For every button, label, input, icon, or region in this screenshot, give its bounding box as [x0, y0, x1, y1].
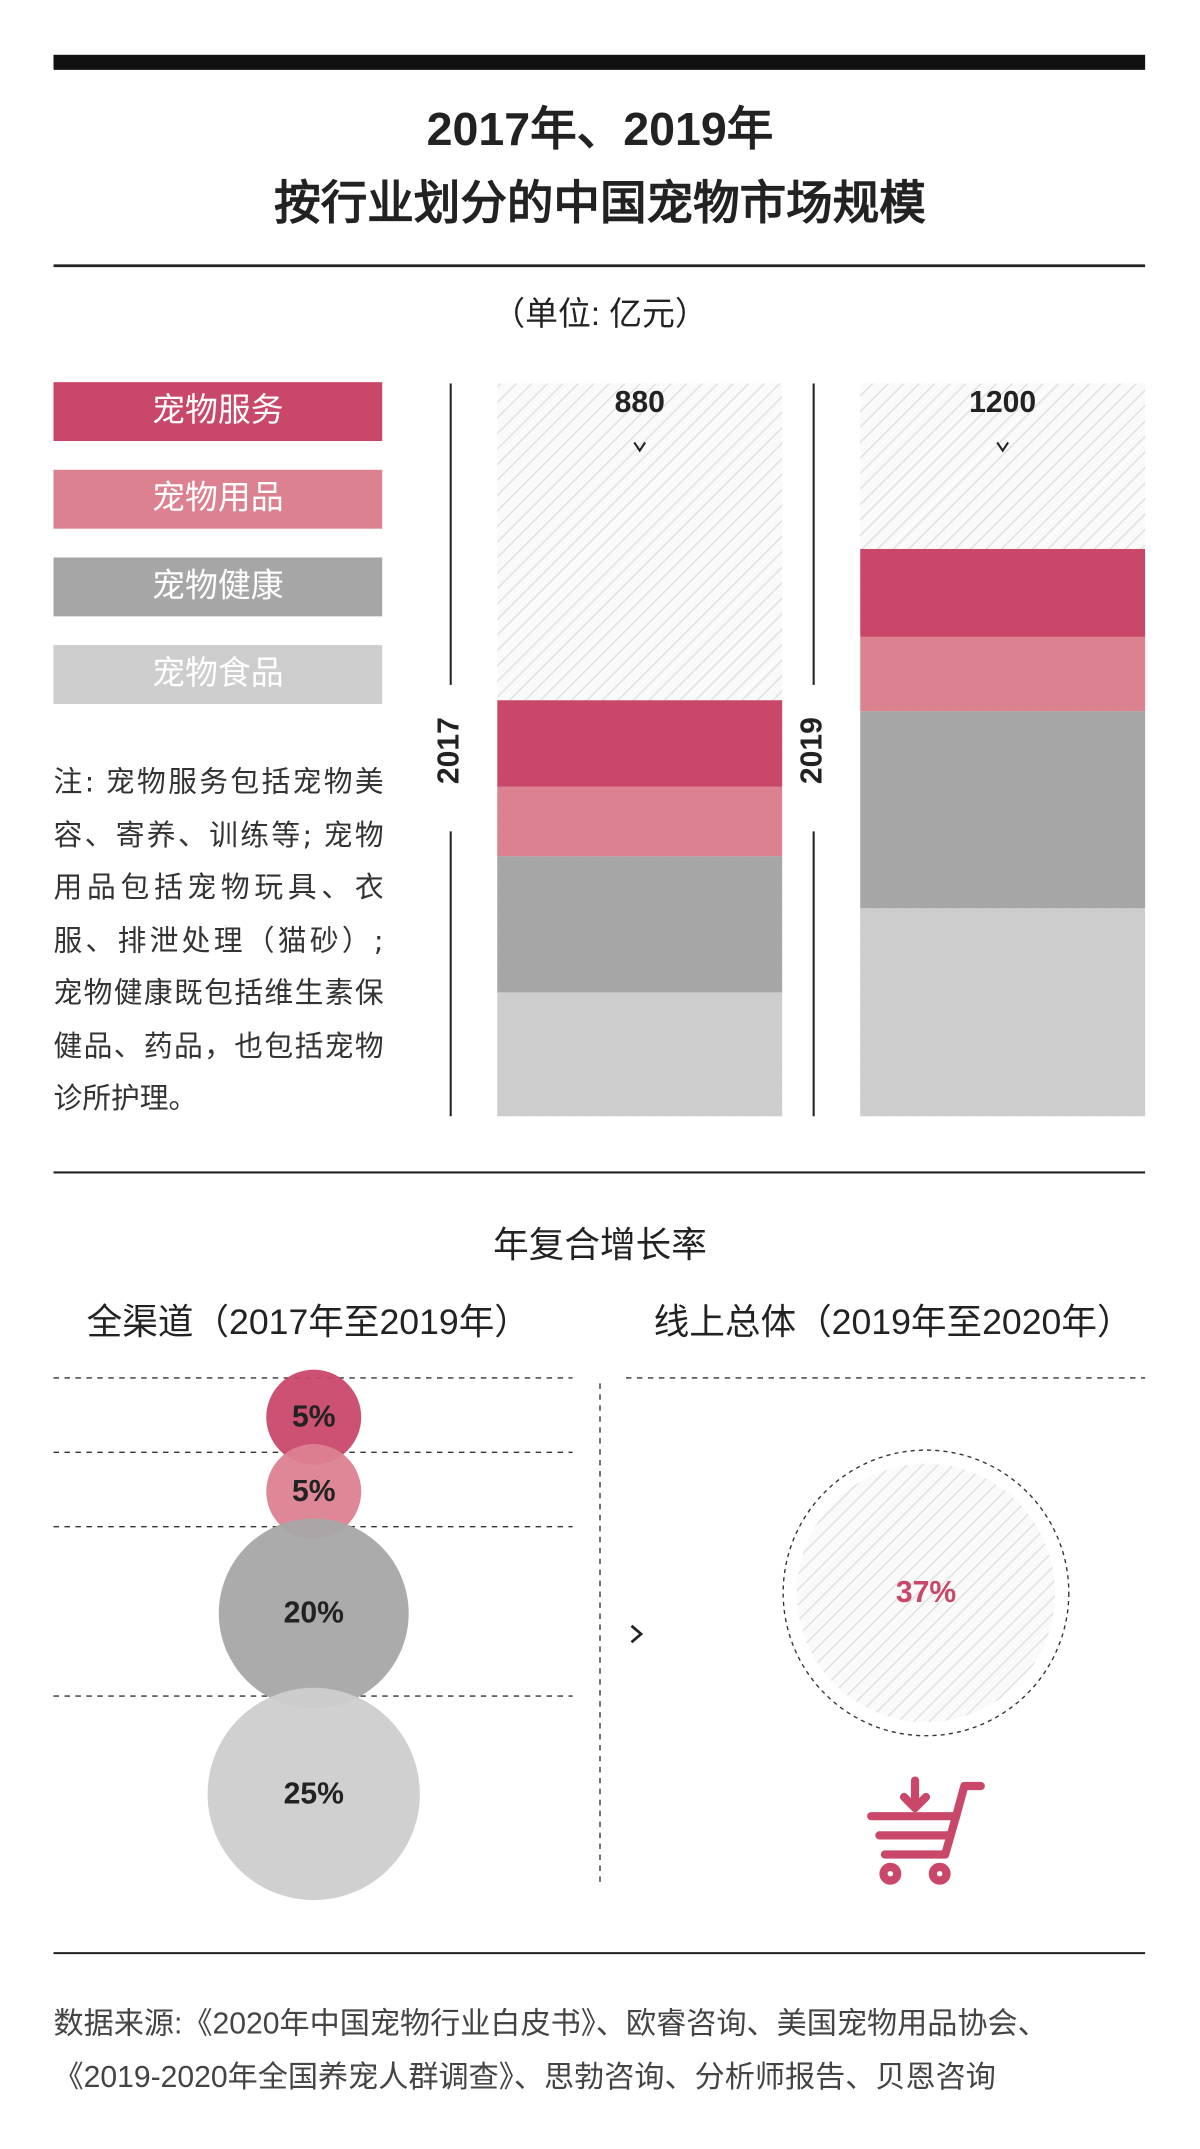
- bubble: [796, 1463, 1056, 1723]
- source-line: 数据来源:《2020年中国宠物行业白皮书》、欧睿咨询、美国宠物用品协会、: [54, 2007, 1048, 2041]
- legend-swatch: [53, 382, 383, 442]
- group-label: 全渠道（2017年至2019年）: [87, 1302, 530, 1342]
- section-title: 年复合增长率: [493, 1225, 707, 1265]
- bubble: [218, 1518, 409, 1709]
- category-label: 2017: [433, 717, 466, 784]
- note-box: 注: 宠物服务包括宠物美容、寄养、训练等; 宠物用品包括宠物玩具、衣服、排泄处理…: [53, 765, 384, 1115]
- bar-segment: [860, 636, 1146, 712]
- bubble-label: 25%: [284, 1777, 344, 1810]
- bar-segment: [497, 786, 783, 857]
- legend-label: 宠物服务: [152, 391, 283, 428]
- bar-segment: [860, 548, 1146, 637]
- bubble: [266, 1369, 362, 1465]
- legend-label: 宠物用品: [152, 479, 283, 516]
- bar-segment: [860, 908, 1146, 1117]
- legend-label: 宠物食品: [152, 654, 283, 691]
- bubble-label: 20%: [284, 1597, 344, 1630]
- legend-swatch: [53, 557, 383, 617]
- bar-segment: [497, 856, 783, 993]
- category-label: 2019: [796, 717, 829, 784]
- title-line: 按行业划分的中国宠物市场规模: [274, 177, 926, 229]
- legend-swatch: [53, 469, 383, 529]
- top-rule: [53, 54, 1146, 70]
- total-label: 880: [615, 386, 665, 419]
- chevron: [633, 441, 647, 453]
- legend-swatch: [53, 645, 383, 705]
- bubble-outline: [782, 1449, 1070, 1737]
- legend-label: 宠物健康: [152, 566, 283, 603]
- bubble-label: 5%: [292, 1400, 336, 1433]
- bubble-label: 5%: [292, 1475, 336, 1508]
- title-line: 2017年、2019年: [427, 103, 774, 155]
- cart-icon: [867, 1776, 985, 1885]
- unit: （单位: 亿元）: [492, 295, 707, 332]
- chevron: [996, 441, 1010, 453]
- source-line: 《2019-2020年全国养宠人群调查》、思勃咨询、分析师报告、贝恩咨询: [54, 2060, 996, 2094]
- note: 注: 宠物服务包括宠物美容、寄养、训练等; 宠物用品包括宠物玩具、衣服、排泄处理…: [53, 765, 384, 1115]
- bar-segment: [497, 992, 783, 1117]
- bar-segment: [497, 700, 783, 787]
- bubble: [266, 1444, 362, 1540]
- group-label: 线上总体（2019年至2020年）: [654, 1302, 1133, 1342]
- bubble-label: 37%: [896, 1576, 956, 1609]
- bubble: [207, 1687, 420, 1901]
- arrow: [630, 1624, 644, 1644]
- bar-segment: [860, 711, 1146, 909]
- total-label: 1200: [969, 386, 1036, 419]
